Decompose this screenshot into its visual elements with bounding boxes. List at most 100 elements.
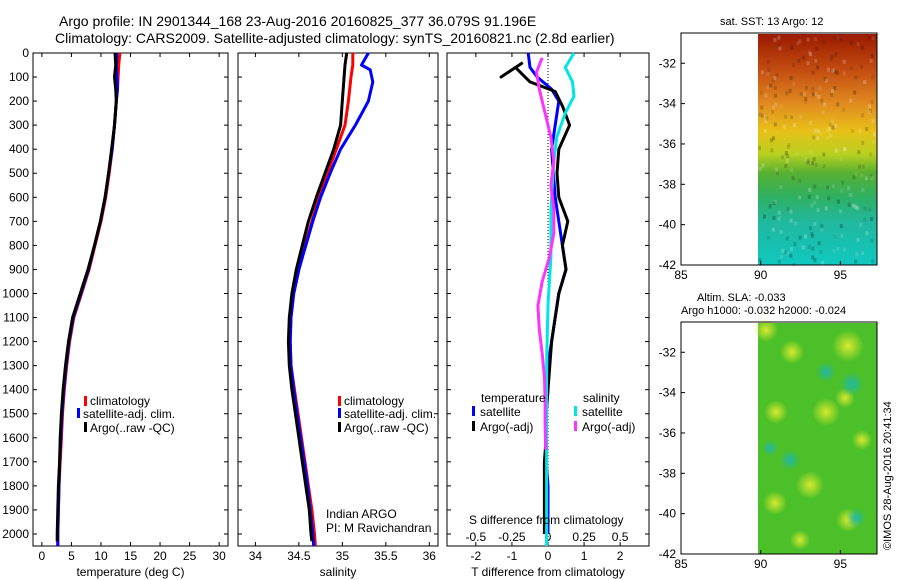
sst-speckle — [864, 176, 868, 181]
sst-speckle — [770, 138, 773, 143]
sst-speckle — [814, 58, 818, 63]
sst-speckle — [861, 141, 865, 145]
sst-speckle — [764, 93, 768, 98]
sla-anomaly — [816, 362, 836, 382]
sst-speckle — [759, 112, 763, 117]
sst-speckle — [819, 131, 823, 136]
sst-speckle — [784, 250, 788, 255]
sst-speckle — [774, 93, 777, 98]
plot-frame — [32, 52, 229, 547]
sst-speckle — [824, 78, 828, 83]
sst-speckle — [870, 238, 874, 243]
sst-speckle — [869, 173, 873, 178]
sst-speckle — [789, 218, 793, 223]
x-tick-label: 15 — [124, 549, 138, 563]
sst-speckle — [831, 68, 835, 73]
sst-speckle — [786, 145, 790, 150]
sst-speckle — [771, 78, 775, 83]
x-tick-label: 5 — [68, 549, 75, 563]
sst-speckle — [777, 216, 781, 221]
sst-speckle — [822, 164, 826, 169]
sst-speckle — [771, 109, 775, 114]
sst-speckle — [814, 162, 818, 167]
sst-speckle — [785, 158, 789, 163]
sst-speckle — [823, 102, 827, 107]
temperature-legend: climatology satellite-adj. clim. Argo(..… — [77, 394, 175, 435]
map-y-tick-label: -34 — [659, 386, 677, 400]
sst-speckle — [771, 227, 775, 232]
legend-label: satellite — [480, 405, 521, 419]
sst-speckle — [809, 52, 813, 57]
sst-speckle — [820, 98, 824, 103]
sst-speckle — [849, 40, 853, 45]
sst-speckle — [789, 209, 793, 214]
annotation-pi: PI: M Ravichandran — [326, 521, 431, 535]
sst-speckle — [865, 127, 869, 131]
map-y-tick-label: -36 — [659, 137, 677, 151]
sst-speckle — [817, 129, 821, 134]
difference-panel: -2 -1 0 1 2 T difference from climatology -0.5… — [446, 52, 650, 579]
sst-speckle — [806, 160, 810, 165]
sst-speckle — [825, 135, 829, 140]
legend-swatch-argo-t — [472, 421, 475, 431]
sst-speckle — [808, 226, 812, 231]
sst-speckle — [834, 148, 838, 153]
sst-speckle — [870, 53, 874, 58]
sst-speckle — [836, 199, 840, 204]
series-line — [55, 52, 118, 542]
sst-speckle — [868, 207, 872, 212]
series-line — [535, 57, 556, 450]
sst-speckle — [813, 258, 817, 263]
x-tick-label: 34 — [249, 549, 263, 563]
legend-swatch-satellite-t — [472, 406, 475, 416]
sst-map-border — [680, 32, 878, 266]
s-tick-label: -0.25 — [498, 530, 526, 544]
sst-speckle — [842, 107, 846, 112]
sst-speckle — [773, 76, 777, 81]
sst-speckle — [763, 115, 767, 120]
sst-speckle — [849, 66, 853, 71]
sst-speckle — [848, 193, 852, 197]
sst-speckle — [790, 45, 794, 50]
sst-speckle — [858, 129, 862, 134]
y-tick-label: 1700 — [2, 455, 29, 469]
x-axis-label: T difference from climatology — [471, 565, 625, 579]
sst-speckle — [760, 112, 764, 117]
sst-speckle — [815, 46, 819, 51]
sst-speckle — [860, 251, 864, 256]
map-x-tick-label: 95 — [834, 557, 848, 571]
sst-speckle — [819, 250, 823, 254]
x-tick-label: -1 — [507, 549, 518, 563]
annotation-indian-argo: Indian ARGO — [326, 507, 397, 521]
sst-speckle — [821, 110, 825, 115]
sst-speckle — [834, 52, 838, 57]
sst-field — [758, 34, 877, 265]
sst-speckle — [868, 35, 872, 40]
sst-speckle — [854, 172, 858, 176]
sst-speckle — [773, 200, 777, 205]
sst-speckle — [793, 242, 797, 246]
sst-speckle — [806, 37, 810, 42]
sst-speckle — [814, 92, 818, 97]
sst-speckle — [827, 126, 831, 131]
sst-speckle — [857, 150, 861, 155]
sst-speckle — [836, 246, 840, 251]
difference-legend: temperature salinity satellite Argo(-adj… — [469, 391, 635, 527]
sst-speckle — [868, 110, 871, 115]
sst-speckle — [831, 119, 835, 124]
map-y-tick-label: -42 — [659, 258, 677, 272]
sst-speckle — [772, 201, 776, 206]
sst-speckle — [827, 196, 831, 201]
sla-anomaly — [780, 450, 800, 470]
legend-label: Argo(..raw -QC) — [90, 421, 175, 435]
sst-speckle — [812, 135, 816, 140]
sst-speckle — [794, 221, 798, 226]
sst-speckle — [811, 92, 815, 97]
sla-map-title-2: Argo h1000: -0.032 h2000: -0.024 — [681, 305, 846, 317]
sst-speckle — [779, 184, 783, 189]
sst-speckle — [813, 200, 817, 205]
legend-label: Argo(-adj) — [582, 420, 635, 434]
y-tick-label: 1900 — [2, 503, 29, 517]
sst-speckle — [773, 122, 777, 127]
x-axis-label: salinity — [320, 565, 357, 579]
